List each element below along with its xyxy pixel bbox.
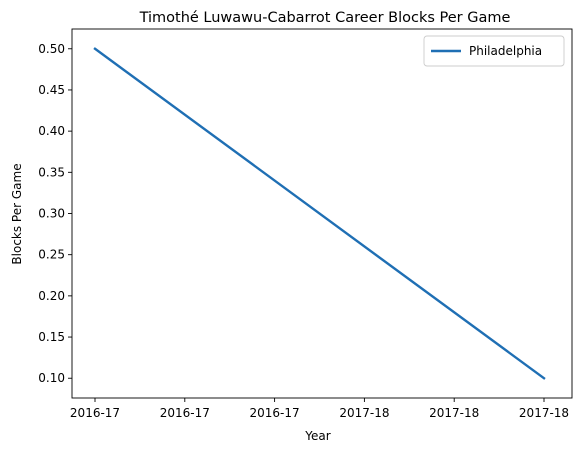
x-tick-label: 2016-17 xyxy=(70,406,120,420)
x-tick-label: 2016-17 xyxy=(250,406,300,420)
chart-title: Timothé Luwawu-Cabarrot Career Blocks Pe… xyxy=(139,10,511,26)
y-tick-label: 0.25 xyxy=(38,248,65,262)
y-axis: 0.10 0.15 0.20 0.25 0.30 0.35 0.40 0.45 0.50 xyxy=(38,42,72,385)
y-tick-label: 0.45 xyxy=(38,83,65,97)
legend: Philadelphia xyxy=(423,35,565,67)
y-axis-label: Blocks Per Game xyxy=(10,163,24,264)
x-axis-label: Year xyxy=(304,429,330,443)
y-tick-label: 0.10 xyxy=(38,371,65,385)
y-tick-label: 0.15 xyxy=(38,330,65,344)
x-tick-label: 2017-18 xyxy=(519,406,569,420)
series-line-philadelphia xyxy=(93,47,546,380)
legend-box xyxy=(423,35,565,67)
y-tick-label: 0.35 xyxy=(38,165,65,179)
y-tick-label: 0.30 xyxy=(38,207,65,221)
y-tick-label: 0.50 xyxy=(38,42,65,56)
x-axis: 2016-17 2016-17 2016-17 2017-18 2017-18 2017-… xyxy=(70,398,569,420)
x-tick-label: 2017-18 xyxy=(339,406,389,420)
y-tick-label: 0.20 xyxy=(38,289,65,303)
y-tick-label: 0.40 xyxy=(38,124,65,138)
series-layer xyxy=(93,47,546,380)
legend-label: Philadelphia xyxy=(469,44,542,58)
x-tick-label: 2017-18 xyxy=(429,406,479,420)
x-tick-label: 2016-17 xyxy=(160,406,210,420)
